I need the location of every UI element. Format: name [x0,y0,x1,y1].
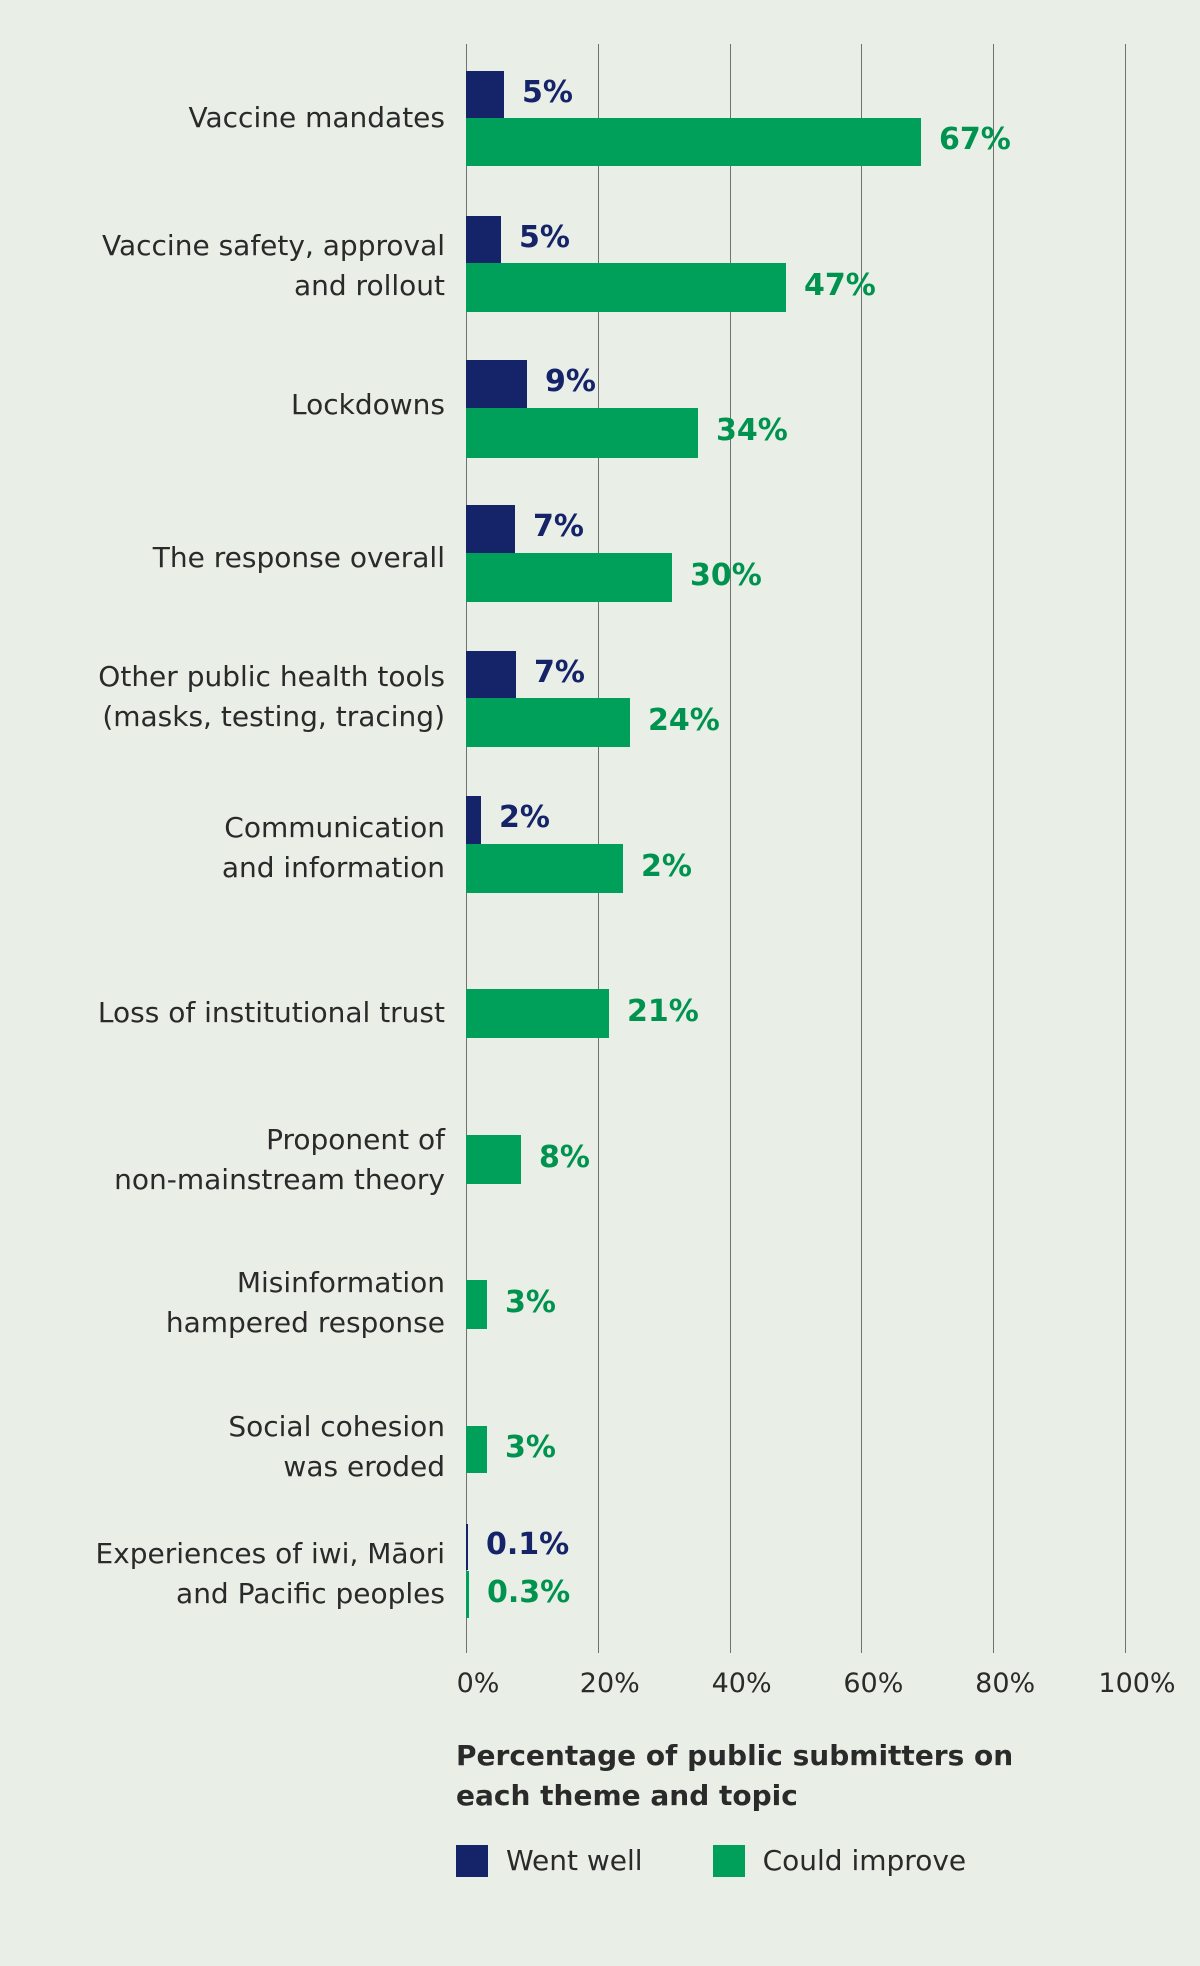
category-label-line: Proponent of [266,1123,445,1156]
legend-label: Went well [506,1844,643,1877]
value-label: 3% [505,1429,556,1465]
category-label: Communication and information [222,808,445,888]
bar-went-well [466,505,515,553]
legend-label: Could improve [762,1844,967,1877]
bar-went-well [466,71,504,118]
value-label: 0.1% [486,1527,570,1562]
value-label: 0.3% [487,1574,571,1610]
value-label: 21% [627,993,699,1029]
value-label: 7% [534,654,585,690]
category-label: Other public health tools (masks, testing… [98,657,445,737]
category-label-line: Experiences of iwi, Māori [95,1537,445,1570]
category-label-line: Social cohesion [228,1410,445,1443]
bar-went-well [466,360,527,408]
category-label-line: Communication [224,811,445,844]
x-tick-label: 20% [579,1668,640,1699]
category-label-line: and rollout [293,269,445,302]
legend-swatch-went-well [456,1844,488,1877]
bar-could-improve [466,1135,521,1184]
value-label: 9% [545,364,596,399]
category-label-line: Other public health tools [98,660,445,693]
category-label-line: and Pacific peoples [176,1577,445,1610]
legend-swatch-could-improve [712,1844,745,1877]
category-label-line: Vaccine safety, approval [102,229,445,262]
x-tick-label: 40% [711,1668,772,1699]
bar-went-well [466,216,501,263]
category-label-line: Vaccine mandates [188,101,445,134]
bar-could-improve [466,1280,487,1329]
bar-could-improve [466,1571,469,1618]
bar-could-improve [466,698,630,747]
category-label: The response overall [153,538,445,578]
value-label: 30% [690,557,762,593]
value-label: 2% [641,848,692,884]
value-label: 5% [522,74,573,110]
category-label: Misinformation hampered response [166,1263,445,1343]
legend-item-could-improve: Could improve [712,1844,967,1877]
x-tick-label: 0% [456,1668,500,1699]
value-label: 8% [539,1139,590,1175]
value-label: 3% [505,1284,556,1320]
bar-could-improve [466,408,698,458]
gridline [861,44,863,1653]
gridline [993,44,995,1653]
value-label: 7% [533,509,584,544]
category-label-line: and information [221,851,445,884]
x-tick-label: 80% [975,1668,1036,1699]
x-axis-title: Percentage of public submitters on each … [456,1739,1014,1812]
category-label: Vaccine safety, approval and rollout [102,226,445,306]
category-label-line: Lockdowns [291,388,445,421]
value-label: 24% [648,702,720,738]
legend-item-went-well: Went well [456,1844,643,1877]
category-label-line: (masks, testing, tracing) [102,700,445,733]
bar-could-improve [466,553,672,602]
value-label: 5% [519,219,570,255]
value-label: 2% [499,800,550,835]
category-label-line: Misinformation [236,1266,445,1299]
bar-went-well [466,796,481,844]
bar-could-improve [466,118,921,166]
bar-could-improve [466,263,786,312]
bar-could-improve [466,989,609,1038]
value-label: 67% [939,122,1011,157]
legend: Went well Could improve [456,1844,1036,1877]
bar-could-improve [466,1426,487,1473]
value-label: 47% [804,267,876,303]
category-label-line: The response overall [152,541,445,574]
gridline [729,44,731,1653]
category-label: Social cohesion was eroded [228,1407,445,1487]
bar-went-well [466,651,516,698]
x-tick-label: 60% [843,1668,904,1699]
category-label-line: Loss of institutional trust [97,996,445,1029]
bar-went-well [466,1524,468,1570]
category-label: Vaccine mandates [189,98,445,138]
value-label: 34% [716,413,788,448]
category-label: Proponent of non-mainstream theory [114,1120,445,1200]
category-label-line: non-mainstream theory [114,1163,445,1196]
category-label: Loss of institutional trust [98,993,445,1033]
x-tick-label: 100% [1098,1668,1176,1699]
category-label: Lockdowns [291,385,445,425]
category-label-line: was eroded [283,1450,445,1483]
category-label: Experiences of iwi, Māori and Pacific peo… [95,1534,445,1614]
category-label-line: hampered response [165,1306,445,1339]
gridline [1125,44,1126,1653]
bar-could-improve [466,844,623,893]
